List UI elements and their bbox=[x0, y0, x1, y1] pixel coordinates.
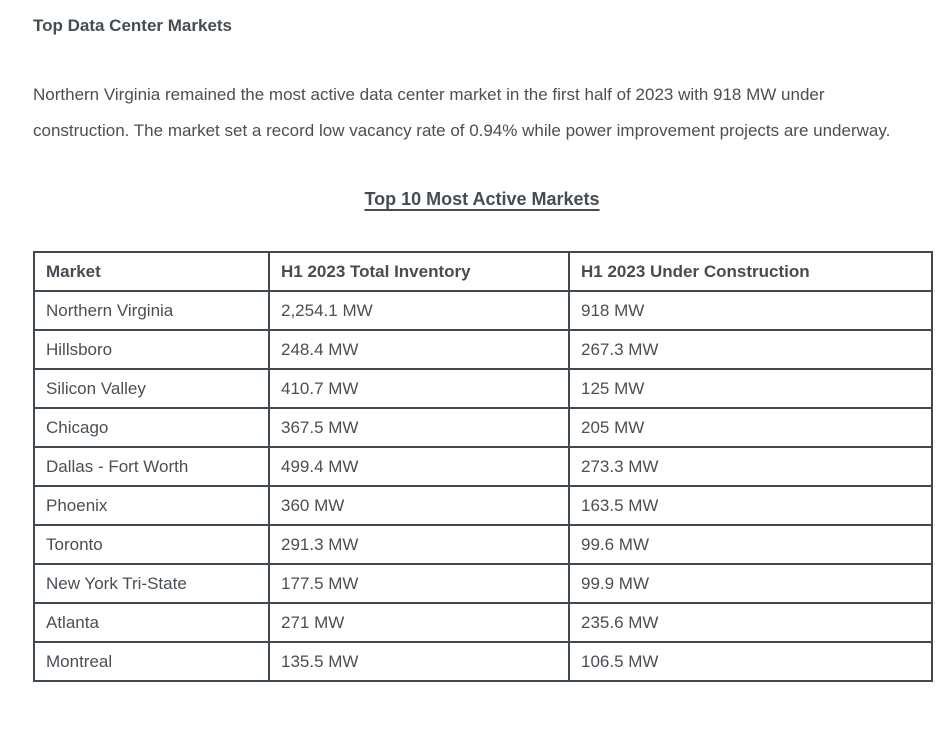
table-row: Phoenix 360 MW 163.5 MW bbox=[33, 485, 933, 526]
column-header: H1 2023 Under Construction bbox=[568, 251, 933, 292]
table-cell: Northern Virginia bbox=[33, 290, 270, 331]
table-header-row: Market H1 2023 Total Inventory H1 2023 Und… bbox=[33, 251, 933, 292]
page-title: Top Data Center Markets bbox=[33, 16, 233, 35]
table-cell: 99.9 MW bbox=[568, 563, 933, 604]
table-cell: 135.5 MW bbox=[268, 641, 570, 682]
table-row: Hillsboro 248.4 MW 267.3 MW bbox=[33, 329, 933, 370]
table-cell: 360 MW bbox=[268, 485, 570, 526]
table-cell: 499.4 MW bbox=[268, 446, 570, 487]
table-cell: 177.5 MW bbox=[268, 563, 570, 604]
table-cell: Chicago bbox=[33, 407, 270, 448]
table-cell: 2,254.1 MW bbox=[268, 290, 570, 331]
table-cell: Phoenix bbox=[33, 485, 270, 526]
table-cell: Silicon Valley bbox=[33, 368, 270, 409]
table-title: Top 10 Most Active Markets bbox=[33, 187, 931, 211]
table-cell: Dallas - Fort Worth bbox=[33, 446, 270, 487]
table-cell: 106.5 MW bbox=[568, 641, 933, 682]
table-row: Chicago 367.5 MW 205 MW bbox=[33, 407, 933, 448]
table-cell: 99.6 MW bbox=[568, 524, 933, 565]
table-cell: 125 MW bbox=[568, 368, 933, 409]
table-cell: 367.5 MW bbox=[268, 407, 570, 448]
table-body: Northern Virginia 2,254.1 MW 918 MW Hillsbo… bbox=[33, 290, 933, 682]
table-row: New York Tri-State 177.5 MW 99.9 MW bbox=[33, 563, 933, 604]
table-row: Atlanta 271 MW 235.6 MW bbox=[33, 602, 933, 643]
markets-table: Market H1 2023 Total Inventory H1 2023 Und… bbox=[33, 251, 933, 682]
table-cell: 235.6 MW bbox=[568, 602, 933, 643]
column-header: Market bbox=[33, 251, 270, 292]
table-cell: 410.7 MW bbox=[268, 368, 570, 409]
table-cell: New York Tri-State bbox=[33, 563, 270, 604]
table-row: Montreal 135.5 MW 106.5 MW bbox=[33, 641, 933, 682]
table-row: Silicon Valley 410.7 MW 125 MW bbox=[33, 368, 933, 409]
table-cell: Hillsboro bbox=[33, 329, 270, 370]
column-header: H1 2023 Total Inventory bbox=[268, 251, 570, 292]
table-title-text: Top 10 Most Active Markets bbox=[364, 189, 600, 209]
table-cell: 163.5 MW bbox=[568, 485, 933, 526]
table-cell: 273.3 MW bbox=[568, 446, 933, 487]
table-row: Northern Virginia 2,254.1 MW 918 MW bbox=[33, 290, 933, 331]
table-cell: 918 MW bbox=[568, 290, 933, 331]
table-cell: 248.4 MW bbox=[268, 329, 570, 370]
table-row: Toronto 291.3 MW 99.6 MW bbox=[33, 524, 933, 565]
table-cell: 291.3 MW bbox=[268, 524, 570, 565]
table-cell: 267.3 MW bbox=[568, 329, 933, 370]
table-cell: 271 MW bbox=[268, 602, 570, 643]
intro-paragraph: Northern Virginia remained the most acti… bbox=[33, 85, 891, 140]
table-row: Dallas - Fort Worth 499.4 MW 273.3 MW bbox=[33, 446, 933, 487]
table-cell: Montreal bbox=[33, 641, 270, 682]
table-cell: Toronto bbox=[33, 524, 270, 565]
table-cell: 205 MW bbox=[568, 407, 933, 448]
table-cell: Atlanta bbox=[33, 602, 270, 643]
